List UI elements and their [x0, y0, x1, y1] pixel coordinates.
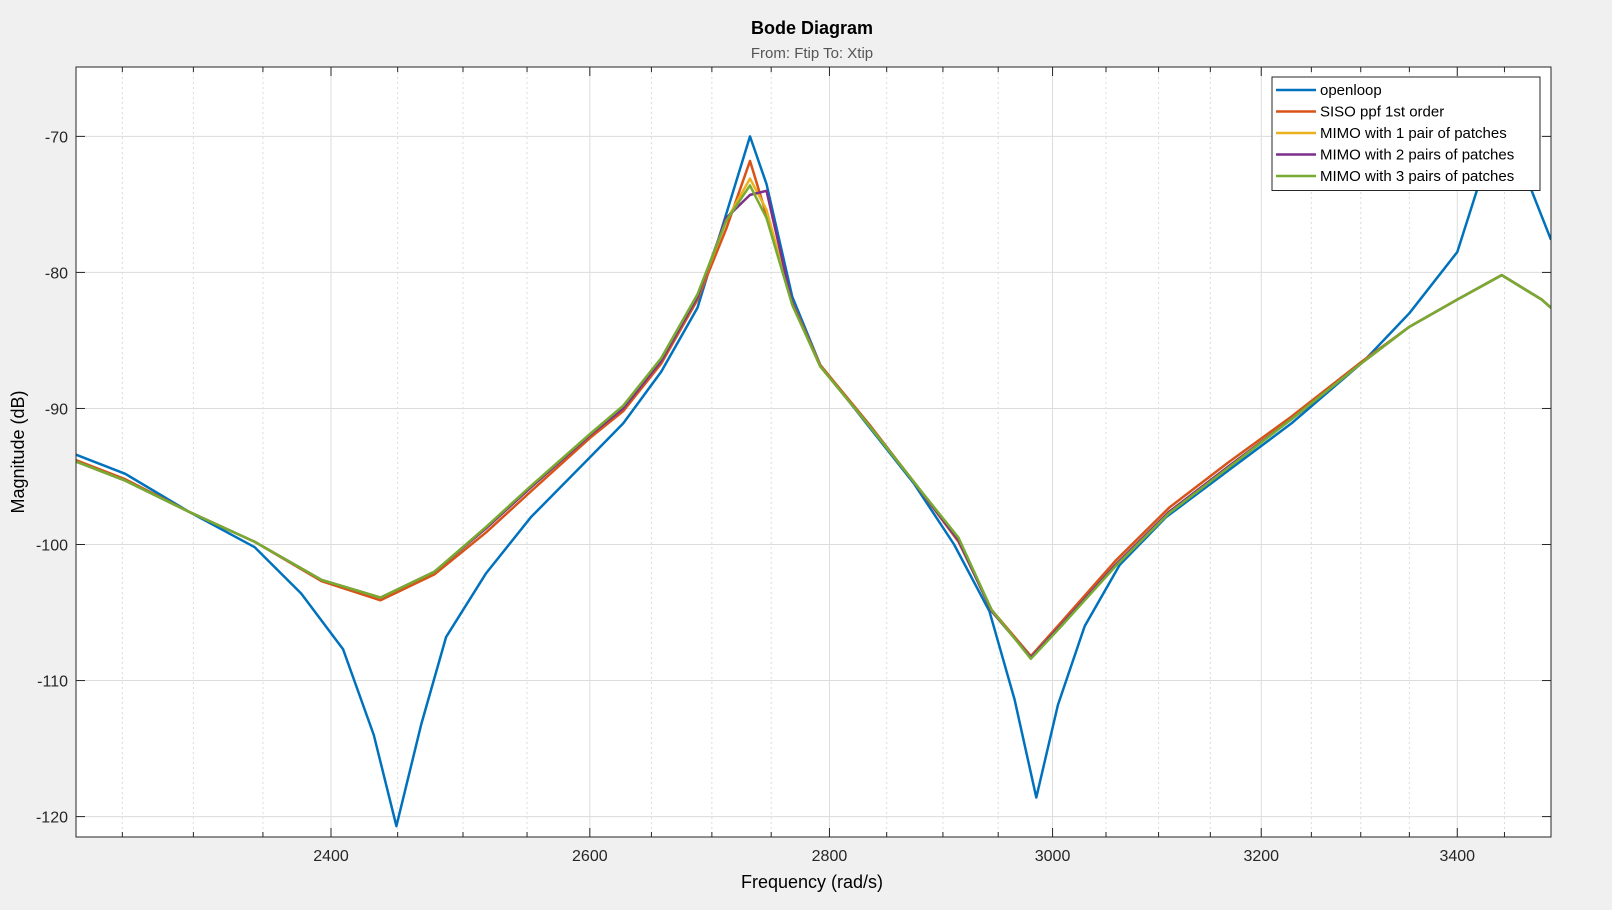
x-tick-label: 2800 [812, 848, 848, 865]
plot-frame [75, 66, 1552, 838]
y-tick-label: -70 [45, 129, 68, 146]
y-tick-label: -110 [37, 674, 68, 691]
y-axis-label: Magnitude (dB) [8, 390, 28, 513]
axis-ticks: 2400 2600 2800 3000 3200 3400 -120 -110 -100 -90 -… [36, 67, 1552, 865]
series-lines [76, 135, 1551, 828]
series-line-5 [76, 184, 1551, 661]
y-tick-label: -100 [36, 538, 68, 555]
minor-grid [121, 67, 1552, 837]
legend-label: MIMO with 3 pairs of patches [1320, 168, 1514, 185]
legend-box [1271, 76, 1541, 191]
x-tick-label: 3200 [1243, 848, 1279, 865]
x-tick-label: 2600 [572, 848, 608, 865]
legend[interactable]: openloop SISO ppf 1st order MIMO with 1 pa… [1271, 76, 1541, 191]
legend-label: SISO ppf 1st order [1320, 104, 1444, 121]
x-tick-label: 2400 [313, 848, 349, 865]
legend-label: MIMO with 1 pair of patches [1320, 125, 1507, 142]
x-axis-label: Frequency (rad/s) [741, 872, 883, 892]
chart-title: Bode Diagram [751, 18, 873, 38]
x-tick-label: 3400 [1439, 848, 1475, 865]
x-tick-label: 3000 [1035, 848, 1071, 865]
legend-label: MIMO with 2 pairs of patches [1320, 147, 1514, 164]
y-tick-label: -80 [45, 265, 68, 282]
y-tick-label: -120 [36, 810, 68, 827]
legend-label: openloop [1320, 82, 1382, 99]
y-tick-label: -90 [45, 401, 68, 418]
chart-subtitle: From: Ftip To: Xtip [751, 45, 873, 62]
series-group [76, 135, 1551, 828]
plot-area [76, 67, 1551, 837]
